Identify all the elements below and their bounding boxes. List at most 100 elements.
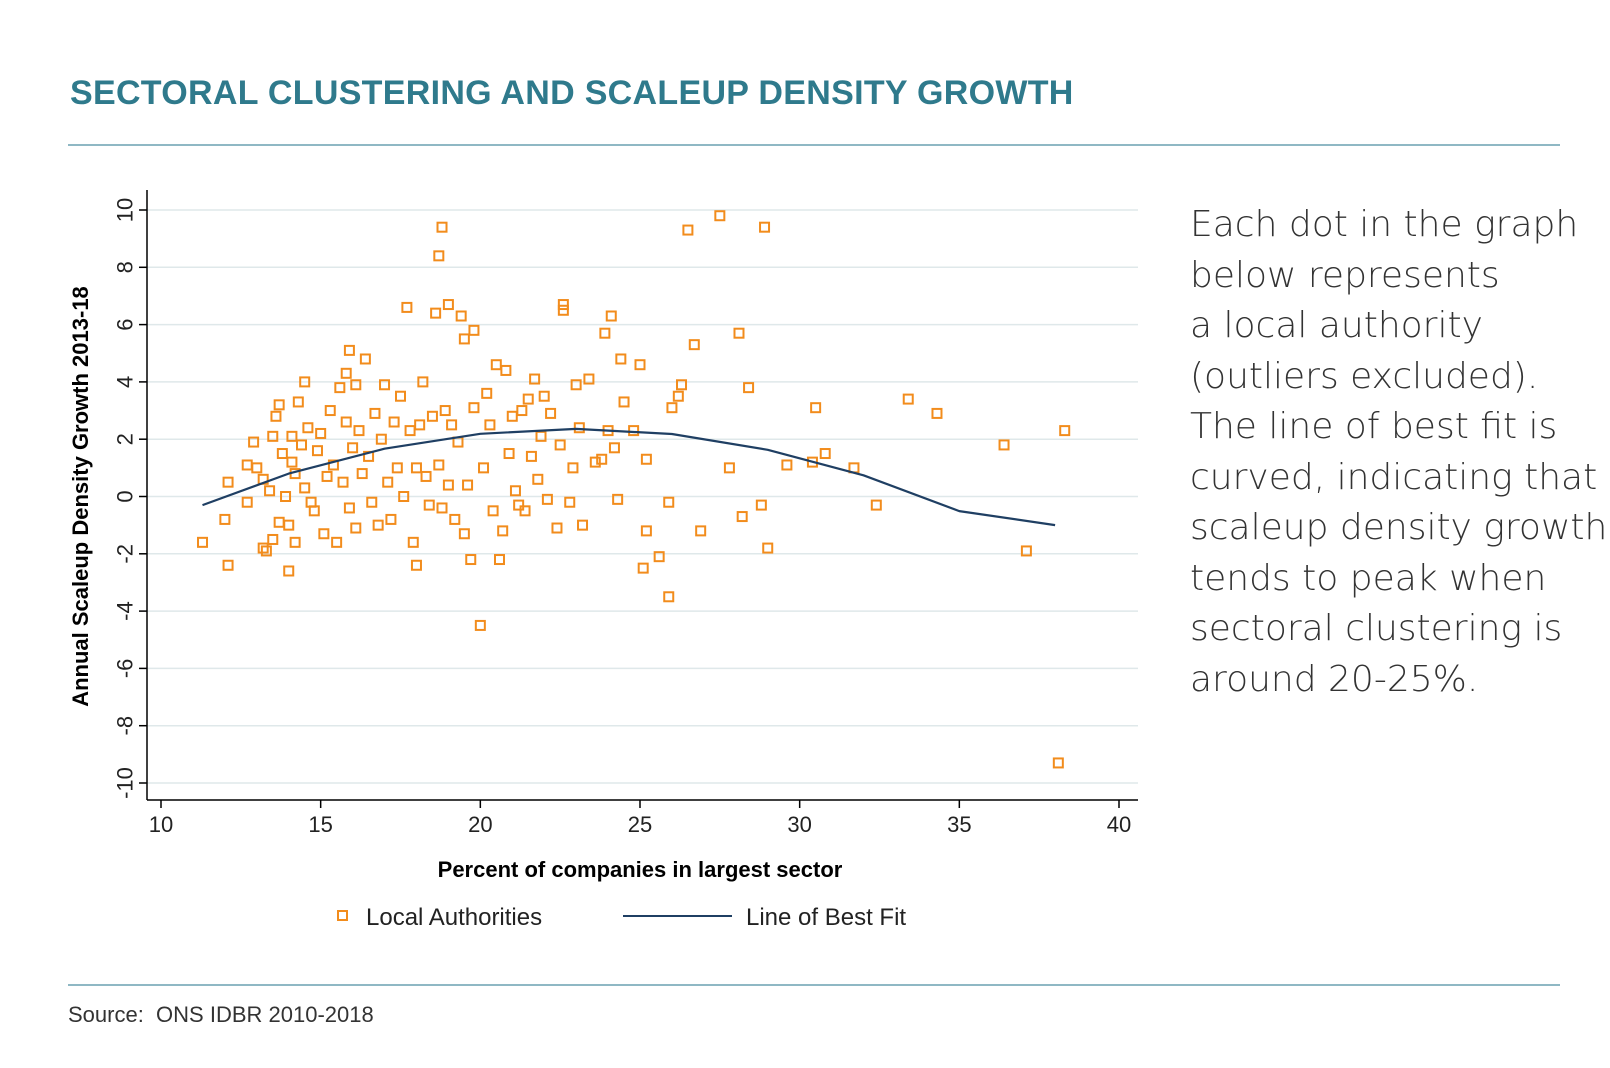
data-point: [487, 505, 499, 517]
data-point: [299, 376, 311, 388]
data-point: [439, 405, 451, 417]
data-point: [535, 430, 547, 442]
y-tick-label: 0: [113, 490, 138, 502]
data-point: [442, 479, 454, 491]
data-point: [468, 324, 480, 336]
data-point: [455, 310, 467, 322]
data-point: [286, 430, 298, 442]
data-point: [350, 379, 362, 391]
data-point: [241, 496, 253, 508]
data-point: [458, 528, 470, 540]
data-point: [296, 439, 308, 451]
data-point: [529, 373, 541, 385]
data-point: [490, 359, 502, 371]
data-point: [462, 479, 474, 491]
data-point: [197, 536, 209, 548]
data-point: [513, 499, 525, 511]
data-point: [577, 519, 589, 531]
source-note: Source: ONS IDBR 2010-2018: [68, 1002, 374, 1027]
data-point: [1052, 757, 1064, 769]
data-point: [564, 496, 576, 508]
x-axis-title: Percent of companies in largest sector: [438, 857, 843, 882]
data-point: [637, 562, 649, 574]
data-point: [554, 439, 566, 451]
y-tick-label: 6: [113, 318, 138, 330]
legend-label-local-authorities: Local Authorities: [366, 904, 542, 931]
y-tick-label: 10: [113, 198, 138, 222]
data-point: [321, 470, 333, 482]
data-point: [343, 502, 355, 514]
data-point: [589, 456, 601, 468]
data-point: [369, 407, 381, 419]
data-point: [500, 364, 512, 376]
data-point: [292, 396, 304, 408]
data-point: [276, 448, 288, 460]
data-point: [433, 459, 445, 471]
data-point: [270, 410, 282, 422]
data-point: [762, 542, 774, 554]
data-point: [404, 425, 416, 437]
data-point: [417, 376, 429, 388]
data-point: [318, 528, 330, 540]
data-point: [391, 462, 403, 474]
data-point: [819, 448, 831, 460]
data-point: [273, 516, 285, 528]
chart-description: Each dot in the graph below represents a…: [1190, 200, 1607, 705]
data-point: [596, 453, 608, 465]
local-authority-points: [197, 210, 1071, 769]
data-point: [273, 399, 285, 411]
footer-divider: [68, 984, 1560, 986]
data-point: [551, 522, 563, 534]
description-line: around 20-25%.: [1190, 658, 1479, 700]
data-point: [395, 390, 406, 402]
data-point: [484, 419, 496, 431]
data-point: [516, 405, 528, 417]
data-point: [372, 519, 384, 531]
data-point: [998, 439, 1010, 451]
data-point: [570, 379, 582, 391]
data-point: [410, 462, 422, 474]
description-line: Each dot in the graph: [1190, 204, 1579, 245]
data-point: [672, 390, 684, 402]
data-point: [324, 405, 336, 417]
data-point: [465, 554, 477, 566]
data-point: [267, 430, 279, 442]
data-point: [676, 379, 688, 391]
data-point: [682, 224, 694, 236]
data-point: [359, 353, 371, 365]
data-point: [870, 499, 882, 511]
data-point: [283, 565, 295, 577]
description-line: The line of best fit is: [1190, 406, 1558, 447]
data-point: [343, 344, 355, 356]
data-point: [541, 493, 553, 505]
y-tick-label: -10: [113, 767, 138, 799]
data-point: [759, 221, 771, 233]
data-point: [289, 536, 301, 548]
y-tick-label: 8: [113, 261, 138, 273]
data-point: [315, 427, 327, 439]
data-point: [286, 456, 298, 468]
data-point: [525, 450, 537, 462]
data-point: [663, 496, 675, 508]
data-point: [410, 559, 422, 571]
data-point: [522, 393, 534, 405]
data-point: [385, 513, 397, 525]
data-point: [567, 462, 579, 474]
x-tick-label: 10: [149, 812, 173, 837]
data-point: [781, 459, 793, 471]
data-point: [519, 505, 531, 517]
data-point: [1020, 545, 1032, 557]
data-point: [241, 459, 253, 471]
data-point: [430, 307, 442, 319]
data-point: [420, 470, 432, 482]
y-tick-label: -6: [113, 659, 138, 679]
data-point: [340, 416, 352, 428]
data-point: [308, 505, 320, 517]
best-fit-line: [202, 427, 1056, 527]
data-point: [736, 511, 748, 523]
data-point: [414, 419, 426, 431]
data-point: [714, 210, 726, 222]
data-point: [280, 491, 292, 502]
data-point: [640, 453, 652, 465]
data-point: [1059, 425, 1071, 437]
